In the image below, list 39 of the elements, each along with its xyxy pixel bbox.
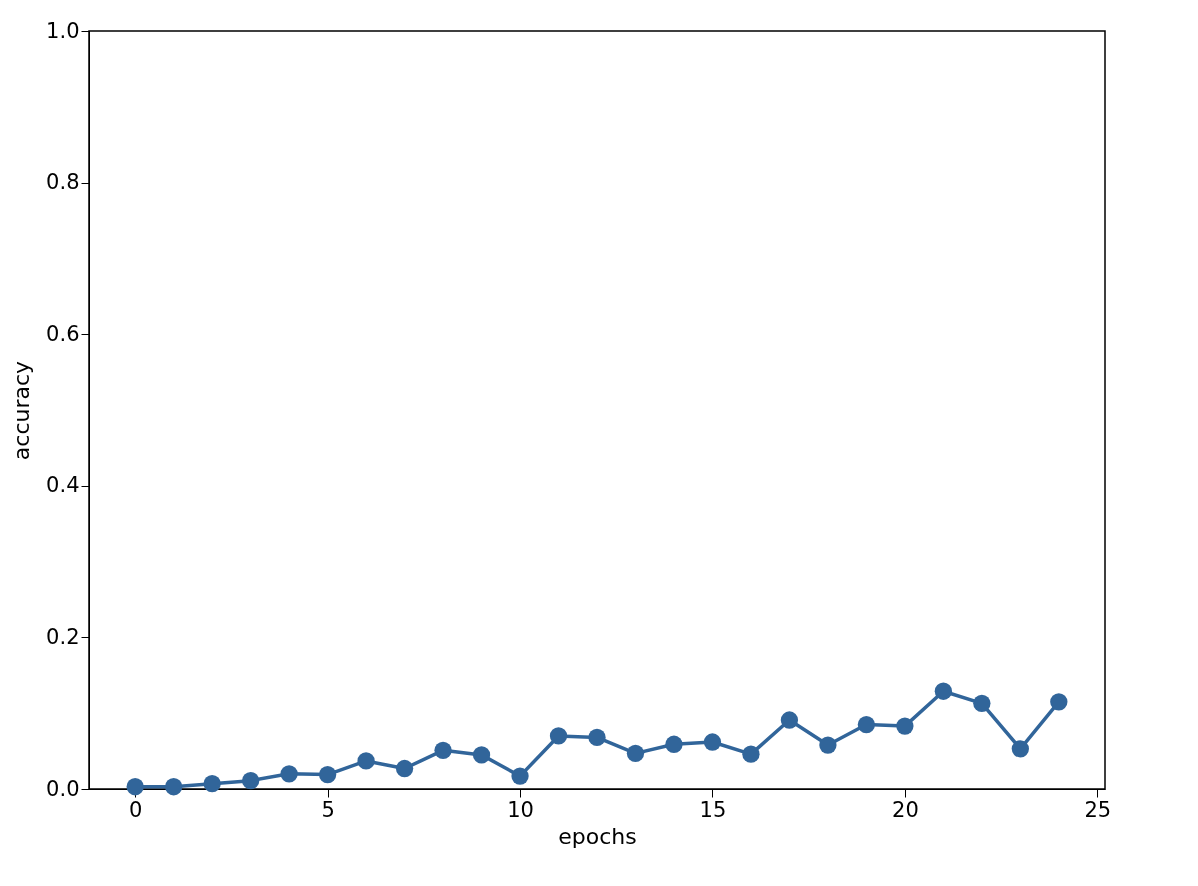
y-tick-label: 1.0	[46, 18, 80, 43]
point	[742, 745, 760, 763]
y-tick-label: 0.8	[46, 170, 80, 195]
point	[780, 711, 799, 729]
y-tick-label: 0.4	[46, 473, 80, 498]
point	[357, 752, 375, 770]
point	[703, 733, 722, 751]
point	[626, 744, 645, 763]
point	[1050, 693, 1068, 711]
point	[318, 765, 337, 784]
point	[203, 775, 221, 793]
point	[126, 778, 144, 796]
point	[973, 694, 991, 712]
point	[819, 736, 837, 754]
x-tick-label: 25	[1084, 797, 1112, 822]
point	[395, 759, 414, 778]
x-tick-label: 20	[892, 797, 919, 822]
x-tick-label: 0	[128, 797, 143, 822]
point	[511, 767, 529, 785]
point	[241, 772, 260, 790]
x-tick-label: 10	[507, 797, 534, 822]
y-tick-label: 0.0	[46, 776, 80, 801]
point	[1011, 740, 1029, 758]
y-tick-label: 0.2	[46, 624, 80, 649]
point	[665, 735, 683, 753]
point	[934, 682, 953, 700]
point	[549, 727, 568, 745]
y-tick-label: 0.6	[46, 321, 80, 346]
point	[857, 715, 876, 734]
point	[472, 746, 491, 764]
y-axis-title: accuracy	[9, 360, 35, 461]
point	[280, 765, 298, 783]
x-tick-label: 15	[699, 797, 727, 822]
point	[434, 741, 452, 759]
point	[588, 728, 606, 747]
point	[896, 717, 914, 735]
x-tick-label: 5	[321, 797, 335, 822]
x-axis-title: epochs	[558, 823, 637, 849]
point	[165, 778, 183, 796]
